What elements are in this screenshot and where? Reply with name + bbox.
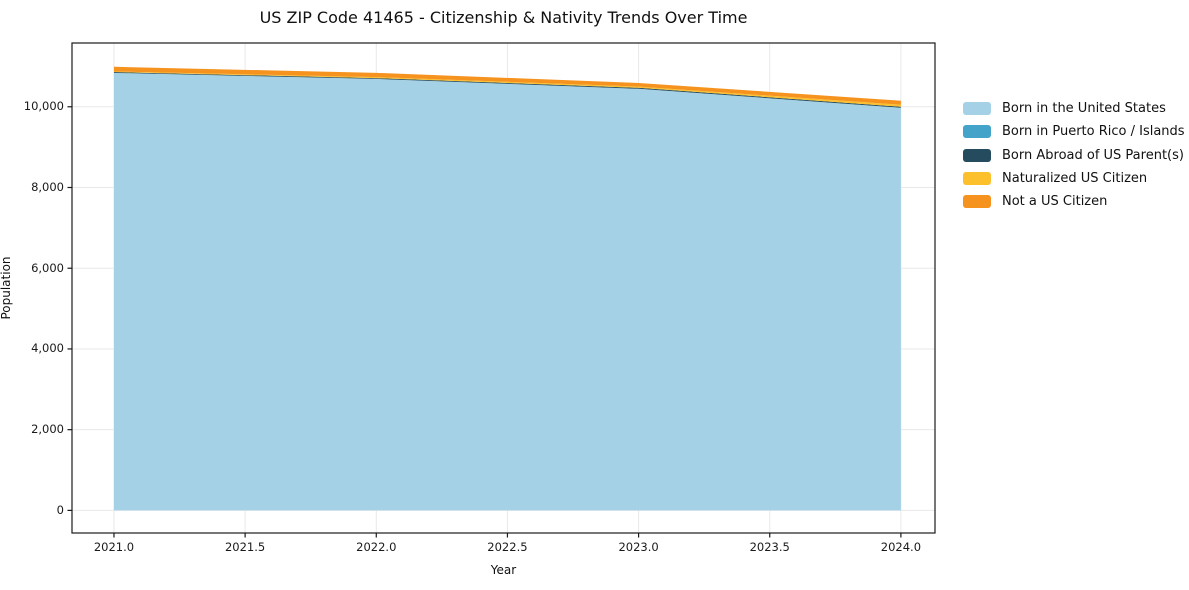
legend-label: Naturalized US Citizen <box>1002 171 1148 187</box>
legend-swatch-icon <box>963 148 991 162</box>
x-tick-label: 2021.0 <box>93 540 135 554</box>
legend-label: Born Abroad of US Parent(s) <box>1002 147 1184 163</box>
legend: Born in the United States Born in Puerto … <box>963 101 1185 210</box>
x-axis-label: Year <box>490 563 517 577</box>
y-tick-label: 10,000 <box>23 99 64 114</box>
legend-row: Born Abroad of US Parent(s) <box>963 147 1185 163</box>
legend-swatch-icon <box>963 172 991 186</box>
legend-swatch-icon <box>963 125 991 139</box>
y-tick-label: 6,000 <box>31 260 64 275</box>
legend-label: Born in Puerto Rico / Islands <box>1002 124 1185 140</box>
x-tick-label: 2022.5 <box>487 540 528 554</box>
y-axis-label: Population <box>0 256 13 320</box>
x-tick-label: 2022.0 <box>356 540 397 554</box>
area-series-born-in-the-united-states <box>113 72 901 511</box>
legend-row: Born in Puerto Rico / Islands <box>963 124 1185 140</box>
x-tick-label: 2023.0 <box>618 540 659 554</box>
area-series-not-a-us-citizen <box>113 66 901 105</box>
legend-label: Not a US Citizen <box>1002 194 1108 210</box>
legend-row: Born in the United States <box>963 101 1185 117</box>
y-tick-label: 2,000 <box>31 422 64 437</box>
legend-row: Naturalized US Citizen <box>963 171 1185 187</box>
y-tick-label: 0 <box>56 502 64 517</box>
chart-title: US ZIP Code 41465 - Citizenship & Nativi… <box>259 8 748 27</box>
x-tick-label: 2023.5 <box>749 540 790 554</box>
x-tick-label: 2021.5 <box>224 540 266 554</box>
legend-swatch-icon <box>963 195 991 209</box>
plot-border <box>71 42 936 534</box>
y-tick-label: 8,000 <box>31 179 64 194</box>
x-tick-label: 2024.0 <box>880 540 922 554</box>
legend-row: Not a US Citizen <box>963 194 1185 210</box>
legend-swatch-icon <box>963 102 991 116</box>
legend-label: Born in the United States <box>1002 101 1166 117</box>
y-tick-label: 4,000 <box>31 341 64 356</box>
